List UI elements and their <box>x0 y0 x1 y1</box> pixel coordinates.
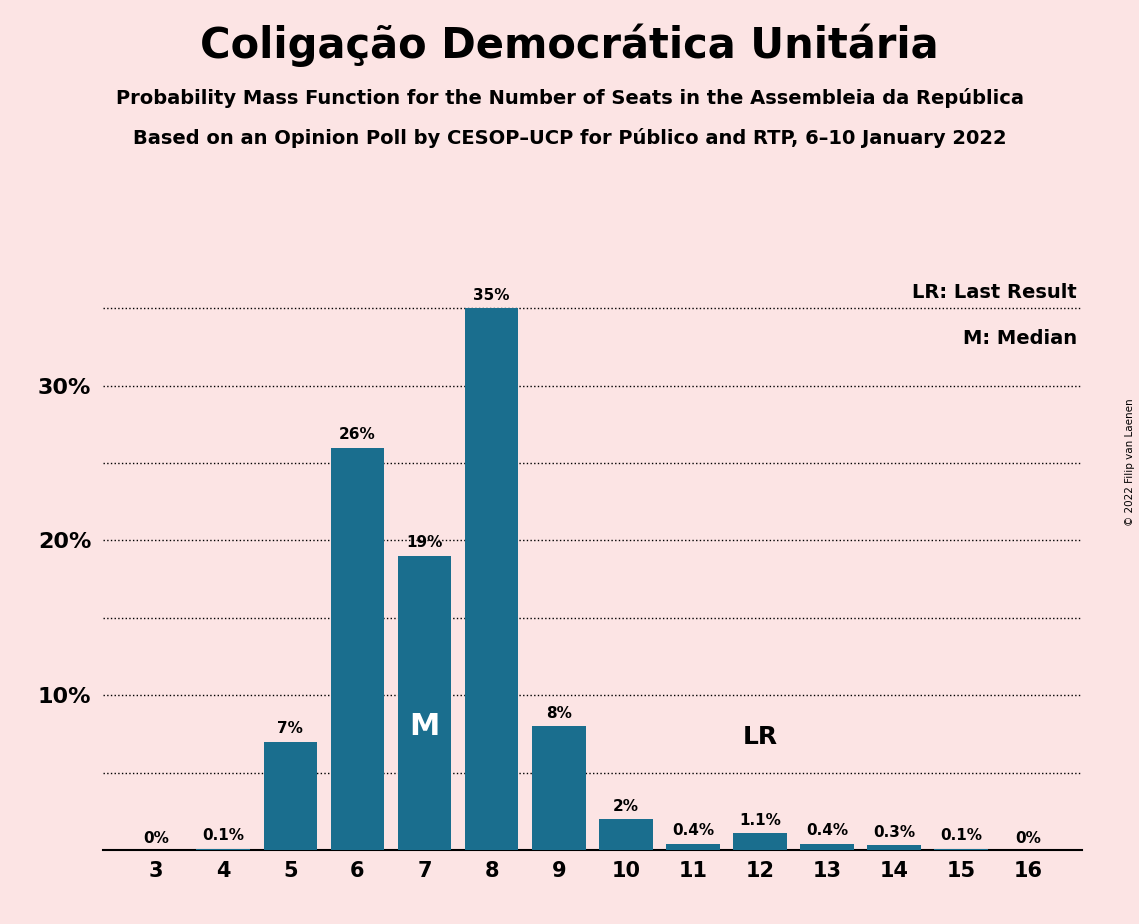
Bar <box>263 742 317 850</box>
Text: Probability Mass Function for the Number of Seats in the Assembleia da República: Probability Mass Function for the Number… <box>115 88 1024 108</box>
Text: 0.3%: 0.3% <box>874 825 916 840</box>
Text: 8%: 8% <box>546 706 572 721</box>
Bar <box>330 447 384 850</box>
Text: Coligação Democrática Unitária: Coligação Democrática Unitária <box>200 23 939 67</box>
Text: 19%: 19% <box>407 536 443 551</box>
Text: © 2022 Filip van Laenen: © 2022 Filip van Laenen <box>1125 398 1134 526</box>
Bar <box>734 833 787 850</box>
Bar <box>801 844 854 850</box>
Text: 2%: 2% <box>613 798 639 814</box>
Text: 1.1%: 1.1% <box>739 812 781 828</box>
Text: 0.4%: 0.4% <box>806 823 849 838</box>
Text: 7%: 7% <box>278 722 303 736</box>
Text: LR: Last Result: LR: Last Result <box>912 283 1077 302</box>
Text: Based on an Opinion Poll by CESOP–UCP for Público and RTP, 6–10 January 2022: Based on an Opinion Poll by CESOP–UCP fo… <box>132 128 1007 148</box>
Bar <box>934 848 989 850</box>
Text: M: M <box>409 712 440 741</box>
Bar <box>196 848 251 850</box>
Bar <box>599 819 653 850</box>
Bar <box>465 309 518 850</box>
Bar <box>532 726 585 850</box>
Text: 0.1%: 0.1% <box>203 828 244 843</box>
Bar <box>666 844 720 850</box>
Text: 0.1%: 0.1% <box>941 828 982 843</box>
Text: 26%: 26% <box>339 427 376 442</box>
Text: 0%: 0% <box>144 832 169 846</box>
Text: M: Median: M: Median <box>964 329 1077 347</box>
Text: 0.4%: 0.4% <box>672 823 714 838</box>
Text: 0%: 0% <box>1016 832 1041 846</box>
Bar <box>398 556 451 850</box>
Text: 35%: 35% <box>474 287 510 303</box>
Text: LR: LR <box>743 725 778 749</box>
Bar <box>868 845 921 850</box>
